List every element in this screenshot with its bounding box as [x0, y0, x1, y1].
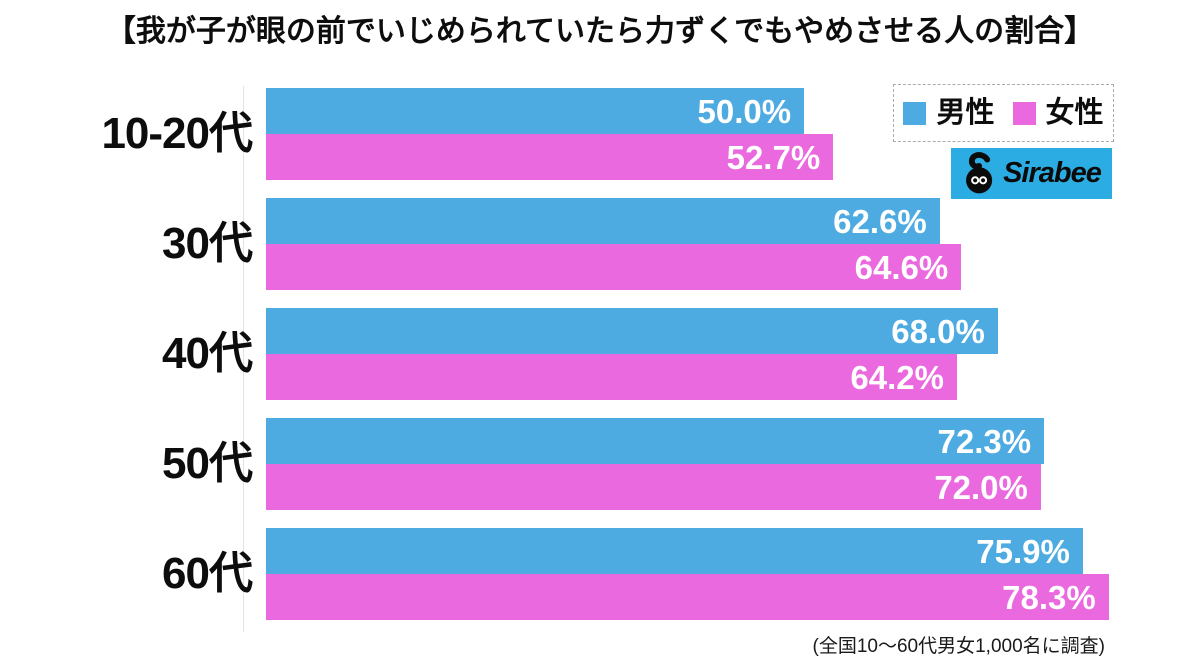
sirabee-logo-text: Sirabee — [1003, 157, 1102, 189]
bar-group: 72.3% 72.0% — [266, 418, 1127, 510]
bar-group: 50.0% 52.7% — [266, 88, 1127, 180]
legend: 男性 女性 — [893, 84, 1114, 142]
sirabee-bee-icon — [966, 151, 993, 193]
category-label: 40代 — [162, 329, 253, 378]
chart-row: 50代 72.3% 72.0% — [0, 418, 1200, 510]
legend-male-swatch — [903, 101, 927, 125]
bar-female: 78.3% — [266, 574, 1109, 620]
bar-group: 62.6% 64.6% — [266, 198, 1127, 290]
value-label: 72.0% — [934, 468, 1028, 506]
category-label: 60代 — [162, 549, 253, 598]
bar-group: 68.0% 64.2% — [266, 308, 1127, 400]
bar-male: 50.0% — [266, 88, 805, 134]
chart-row: 10-20代 50.0% 52.7% — [0, 88, 1200, 180]
bar-male: 72.3% — [266, 418, 1045, 464]
bar-female: 64.2% — [266, 354, 957, 400]
value-label: 68.0% — [891, 312, 985, 350]
chart-title: 【我が子が眼の前でいじめられていたら力ずくでもやめさせる人の割合】 — [105, 15, 1095, 48]
bar-female: 52.7% — [266, 134, 834, 180]
chart-row: 60代 75.9% 78.3% — [0, 528, 1200, 620]
y-axis-line — [243, 86, 244, 632]
bar-male: 68.0% — [266, 308, 998, 354]
category-label: 10-20代 — [101, 109, 253, 158]
value-label: 64.2% — [850, 358, 944, 396]
category-label: 30代 — [162, 219, 253, 268]
bar-group: 75.9% 78.3% — [266, 528, 1127, 620]
chart-row: 40代 68.0% 64.2% — [0, 308, 1200, 400]
sirabee-logo: Sirabee — [951, 148, 1112, 199]
value-label: 72.3% — [937, 422, 1032, 460]
value-label: 75.9% — [976, 532, 1070, 570]
value-label: 52.7% — [726, 138, 821, 176]
legend-female-label: 女性 — [1045, 96, 1104, 129]
bar-male: 75.9% — [266, 528, 1083, 574]
bar-male: 62.6% — [266, 198, 940, 244]
chart-row: 30代 62.6% 64.6% — [0, 198, 1200, 290]
survey-footnote: (全国10〜60代男女1,000名に調査) — [812, 636, 1105, 657]
value-label: 78.3% — [1002, 578, 1096, 616]
value-label: 62.6% — [833, 202, 927, 240]
value-label: 64.6% — [854, 248, 949, 286]
legend-female-swatch — [1012, 101, 1036, 125]
bar-female: 64.6% — [266, 244, 962, 290]
category-label: 50代 — [162, 439, 253, 488]
legend-male-label: 男性 — [936, 96, 995, 129]
bar-chart: 10-20代 50.0% 52.7% 30代 62.6% 64.6% 40代 68.0% 64.… — [0, 88, 1200, 638]
bar-female: 72.0% — [266, 464, 1041, 510]
value-label: 50.0% — [697, 92, 792, 130]
